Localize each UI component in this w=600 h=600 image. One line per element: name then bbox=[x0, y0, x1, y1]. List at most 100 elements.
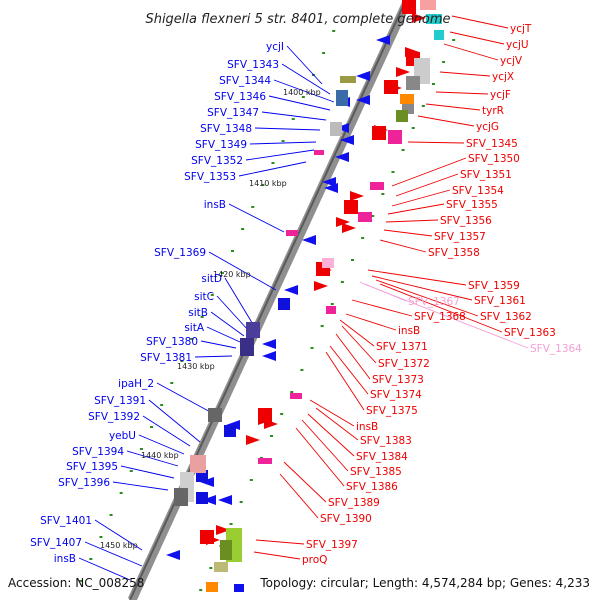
gene-label-left[interactable]: sitC bbox=[194, 291, 214, 303]
leader-line bbox=[363, 283, 529, 349]
gene-label-right[interactable]: SFV_1364 bbox=[530, 343, 582, 355]
gene-label-left[interactable]: SFV_1344 bbox=[219, 75, 271, 87]
leader-line bbox=[228, 203, 285, 233]
tick-mark bbox=[249, 479, 253, 481]
gene-label-left[interactable]: SFV_1353 bbox=[184, 171, 236, 183]
gene-label-left[interactable]: SFV_1349 bbox=[195, 139, 247, 151]
gene-label-right[interactable]: SFV_1345 bbox=[466, 138, 518, 150]
leader-line bbox=[148, 399, 201, 443]
gene-label-right[interactable]: SFV_1397 bbox=[306, 539, 358, 551]
gene-block bbox=[174, 488, 188, 506]
gene-arrow bbox=[350, 191, 364, 201]
gene-label-right[interactable]: SFV_1362 bbox=[480, 311, 532, 323]
tick-mark bbox=[340, 281, 344, 283]
genome-summary: Topology: circular; Length: 4,574,284 bp… bbox=[259, 576, 590, 590]
gene-block bbox=[290, 393, 302, 399]
tick-mark bbox=[442, 61, 446, 63]
gene-label-left[interactable]: sitA bbox=[184, 322, 205, 334]
gene-label-right[interactable]: SFV_1355 bbox=[446, 199, 498, 211]
gene-label-left[interactable]: SFV_1346 bbox=[214, 91, 266, 103]
gene-block bbox=[402, 104, 414, 114]
gene-label-right[interactable]: SFV_1374 bbox=[370, 389, 422, 401]
leader-line bbox=[84, 541, 143, 567]
gene-label-left[interactable]: SFV_1394 bbox=[72, 446, 124, 458]
gene-label-right[interactable]: ycjU bbox=[506, 39, 529, 51]
gene-label-right[interactable]: ycjV bbox=[500, 55, 523, 67]
leader-line bbox=[385, 219, 439, 223]
gene-block bbox=[208, 408, 222, 422]
gene-label-left[interactable]: SFV_1407 bbox=[30, 537, 82, 549]
gene-label-right[interactable]: ycjT bbox=[510, 23, 532, 35]
gene-label-right[interactable]: SFV_1354 bbox=[452, 185, 504, 197]
gene-label-right[interactable]: SFV_1357 bbox=[434, 231, 486, 243]
gene-label-left[interactable]: SFV_1401 bbox=[40, 515, 92, 527]
gene-arrow bbox=[376, 35, 390, 45]
leader-line bbox=[206, 326, 241, 343]
tick-mark bbox=[190, 338, 194, 340]
gene-label-left[interactable]: SFV_1369 bbox=[154, 247, 206, 259]
gene-arrow bbox=[166, 550, 180, 560]
gene-label-right[interactable]: SFV_1375 bbox=[366, 405, 418, 417]
leader-line bbox=[391, 189, 451, 207]
gene-label-right[interactable]: SFV_1358 bbox=[428, 247, 480, 259]
gene-label-left[interactable]: ipaH_2 bbox=[118, 378, 154, 390]
gene-label-left[interactable]: SFV_1381 bbox=[140, 352, 192, 364]
leader-line bbox=[375, 279, 479, 317]
tick-mark bbox=[129, 470, 133, 472]
gene-label-right[interactable]: SFV_1351 bbox=[460, 169, 512, 181]
gene-label-right[interactable]: insB bbox=[356, 421, 378, 433]
tick-mark bbox=[139, 448, 143, 450]
gene-label-right[interactable]: SFV_1372 bbox=[378, 358, 430, 370]
gene-label-left[interactable]: insB bbox=[54, 553, 76, 565]
leader-line bbox=[273, 79, 335, 103]
gene-label-right[interactable]: SFV_1371 bbox=[376, 341, 428, 353]
gene-label-left[interactable]: SFV_1391 bbox=[94, 395, 146, 407]
gene-label-left[interactable]: yebU bbox=[109, 430, 136, 442]
kbp-markers: 1400 kbp 1410 kbp 1420 kbp 1430 kbp 1440 kbp… bbox=[100, 88, 321, 550]
gene-label-right[interactable]: ycjX bbox=[492, 71, 514, 83]
gene-label-left[interactable]: SFV_1395 bbox=[66, 461, 118, 473]
gene-label-right[interactable]: SFV_1359 bbox=[468, 280, 520, 292]
gene-label-right[interactable]: SFV_1386 bbox=[346, 481, 398, 493]
leader-line bbox=[283, 461, 327, 503]
gene-label-right[interactable]: SFV_1373 bbox=[372, 374, 424, 386]
kbp-marker: 1410 kbp bbox=[249, 179, 287, 188]
gene-label-right[interactable]: SFV_1385 bbox=[350, 466, 402, 478]
gene-label-left[interactable]: insB bbox=[204, 199, 226, 211]
gene-arrow bbox=[356, 95, 370, 105]
gene-block bbox=[388, 130, 402, 144]
gene-label-left[interactable]: SFV_1348 bbox=[200, 123, 252, 135]
gene-label-right[interactable]: SFV_1361 bbox=[474, 295, 526, 307]
gene-label-right[interactable]: SFV_1390 bbox=[320, 513, 372, 525]
gene-labels: ycjI SFV_1343 SFV_1344 SFV_1346 SFV_1347 SFV_… bbox=[30, 23, 582, 566]
gene-label-left[interactable]: ycjI bbox=[266, 41, 284, 53]
gene-label-left[interactable]: SFV_1343 bbox=[227, 59, 279, 71]
gene-label-right[interactable]: insB bbox=[398, 325, 420, 337]
gene-label-left[interactable]: SFV_1347 bbox=[207, 107, 259, 119]
gene-label-left[interactable]: SFV_1380 bbox=[146, 336, 198, 348]
gene-label-right[interactable]: SFV_1363 bbox=[504, 327, 556, 339]
leader-line bbox=[435, 91, 489, 95]
gene-label-right[interactable]: SFV_1350 bbox=[468, 153, 520, 165]
gene-label-right[interactable]: proQ bbox=[302, 554, 327, 566]
gene-label-left[interactable]: SFV_1352 bbox=[191, 155, 243, 167]
gene-label-right[interactable]: ycjG bbox=[476, 121, 499, 133]
gene-label-right[interactable]: SFV_1383 bbox=[360, 435, 412, 447]
gene-label-left[interactable]: SFV_1396 bbox=[58, 477, 110, 489]
gene-label-right[interactable]: SFV_1356 bbox=[440, 215, 492, 227]
gene-label-right[interactable]: tyrR bbox=[482, 105, 504, 117]
gene-block bbox=[344, 200, 358, 214]
gene-label-right[interactable]: SFV_1389 bbox=[328, 497, 380, 509]
gene-label-right[interactable]: SFV_1367 bbox=[408, 296, 460, 308]
gene-label-right[interactable]: SFV_1368 bbox=[414, 311, 466, 323]
leader-line bbox=[156, 382, 215, 415]
gene-label-right[interactable]: ycjF bbox=[490, 89, 511, 101]
leader-line bbox=[309, 399, 355, 427]
tick-mark bbox=[261, 184, 265, 186]
leader-line bbox=[417, 115, 475, 127]
gene-label-right[interactable]: SFV_1384 bbox=[356, 451, 408, 463]
gene-label-left[interactable]: sitB bbox=[188, 307, 208, 319]
gene-label-left[interactable]: SFV_1392 bbox=[88, 411, 140, 423]
genome-backbone-shadow bbox=[129, 0, 407, 600]
gene-label-left[interactable]: sitD bbox=[201, 273, 222, 285]
